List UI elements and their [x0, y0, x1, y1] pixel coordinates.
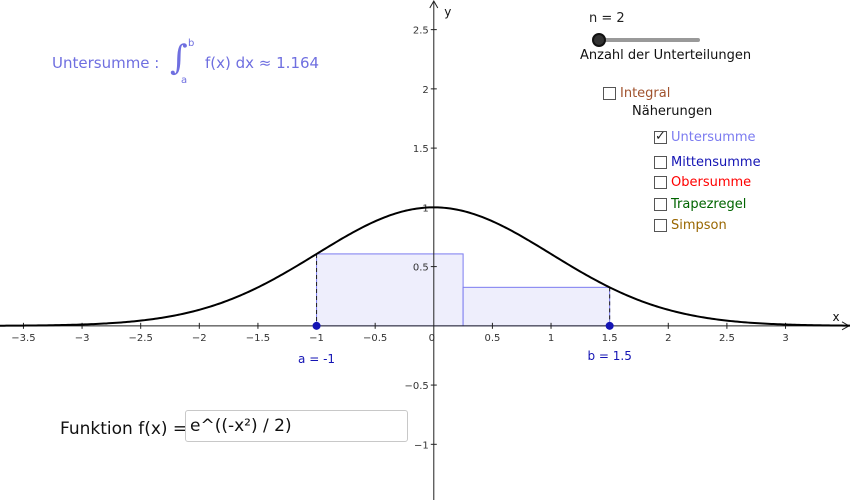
y-tick-label: 1.5 [413, 144, 429, 155]
checkbox-untersumme[interactable]: Untersumme [654, 129, 756, 145]
checkbox-integral[interactable]: Integral [603, 86, 670, 101]
x-tick-label: −3 [75, 333, 90, 344]
checkbox-untersumme-label: Untersumme [671, 130, 756, 145]
x-tick-label: −3.5 [11, 333, 35, 344]
checkbox-simpson-label: Simpson [671, 218, 727, 233]
x-tick-label: 0.5 [484, 333, 500, 344]
x-tick-label: −0.5 [363, 333, 387, 344]
function-label: Funktion f(x) = [60, 419, 188, 439]
checkbox-obersumme-box[interactable] [654, 176, 667, 189]
point-b-label: b = 1.5 [587, 349, 631, 363]
checkbox-trapezregel-box[interactable] [654, 198, 667, 211]
untersumme-rect-2 [462, 286, 611, 327]
x-tick-label: −1 [309, 333, 324, 344]
checkbox-untersumme-box[interactable] [654, 129, 667, 144]
checkbox-simpson[interactable]: Simpson [654, 218, 727, 233]
x-tick-label: 2 [665, 333, 671, 344]
slider-track[interactable] [600, 38, 700, 42]
function-curve [0, 206, 850, 327]
y-tick-label: 1 [422, 203, 428, 214]
integral-sign: ∫ [170, 38, 188, 78]
x-axis-label: x [832, 310, 839, 324]
integral-upper-bound: b [188, 38, 195, 49]
checkbox-obersumme-label: Obersumme [671, 175, 752, 190]
x-tick-label: 1.5 [602, 333, 618, 344]
integral-lower-bound: a [181, 75, 188, 86]
function-input[interactable]: e^((-x²) / 2) [185, 410, 408, 442]
untersumme-rect-1 [316, 253, 464, 327]
formula-label: Untersumme : [52, 54, 160, 72]
x-tick-label: 3 [782, 333, 788, 344]
point-a [312, 321, 321, 330]
y-tick-label: 2 [422, 85, 428, 96]
subdivision-slider[interactable] [592, 33, 700, 47]
x-tick-label: 1 [548, 333, 554, 344]
y-tick-label: 2.5 [413, 26, 429, 37]
checkbox-mittensumme-box[interactable] [654, 156, 667, 169]
origin-label: 0 [429, 333, 435, 344]
checkbox-integral-box[interactable] [603, 87, 616, 100]
checkbox-obersumme[interactable]: Obersumme [654, 175, 751, 190]
checkbox-mittensumme[interactable]: Mittensumme [654, 155, 761, 170]
point-a-label: a = -1 [298, 352, 335, 366]
checkbox-integral-label: Integral [620, 86, 671, 101]
slider-value-label: n = 2 [589, 11, 625, 26]
slider-caption: Anzahl der Unterteilungen [580, 48, 752, 63]
x-tick-label: −1.5 [246, 333, 270, 344]
x-tick-label: −2 [192, 333, 207, 344]
y-tick-label: −1 [414, 440, 429, 451]
x-tick-label: −2.5 [129, 333, 153, 344]
slider-knob[interactable] [592, 33, 606, 47]
y-axis-label: y [444, 5, 451, 19]
y-tick-label: −0.5 [404, 381, 428, 392]
x-tick-label: 2.5 [719, 333, 735, 344]
integral-integrand: f(x) dx ≈ 1.164 [205, 54, 320, 72]
point-b [605, 321, 614, 330]
checkbox-trapezregel-label: Trapezregel [671, 197, 747, 212]
checkbox-mittensumme-label: Mittensumme [671, 155, 761, 170]
y-axis-arrow [429, 0, 439, 9]
y-tick-label: 0.5 [413, 263, 429, 274]
checkbox-simpson-box[interactable] [654, 219, 667, 232]
checkbox-trapezregel[interactable]: Trapezregel [654, 197, 746, 212]
group-title-naeherungen: Näherungen [632, 104, 713, 119]
